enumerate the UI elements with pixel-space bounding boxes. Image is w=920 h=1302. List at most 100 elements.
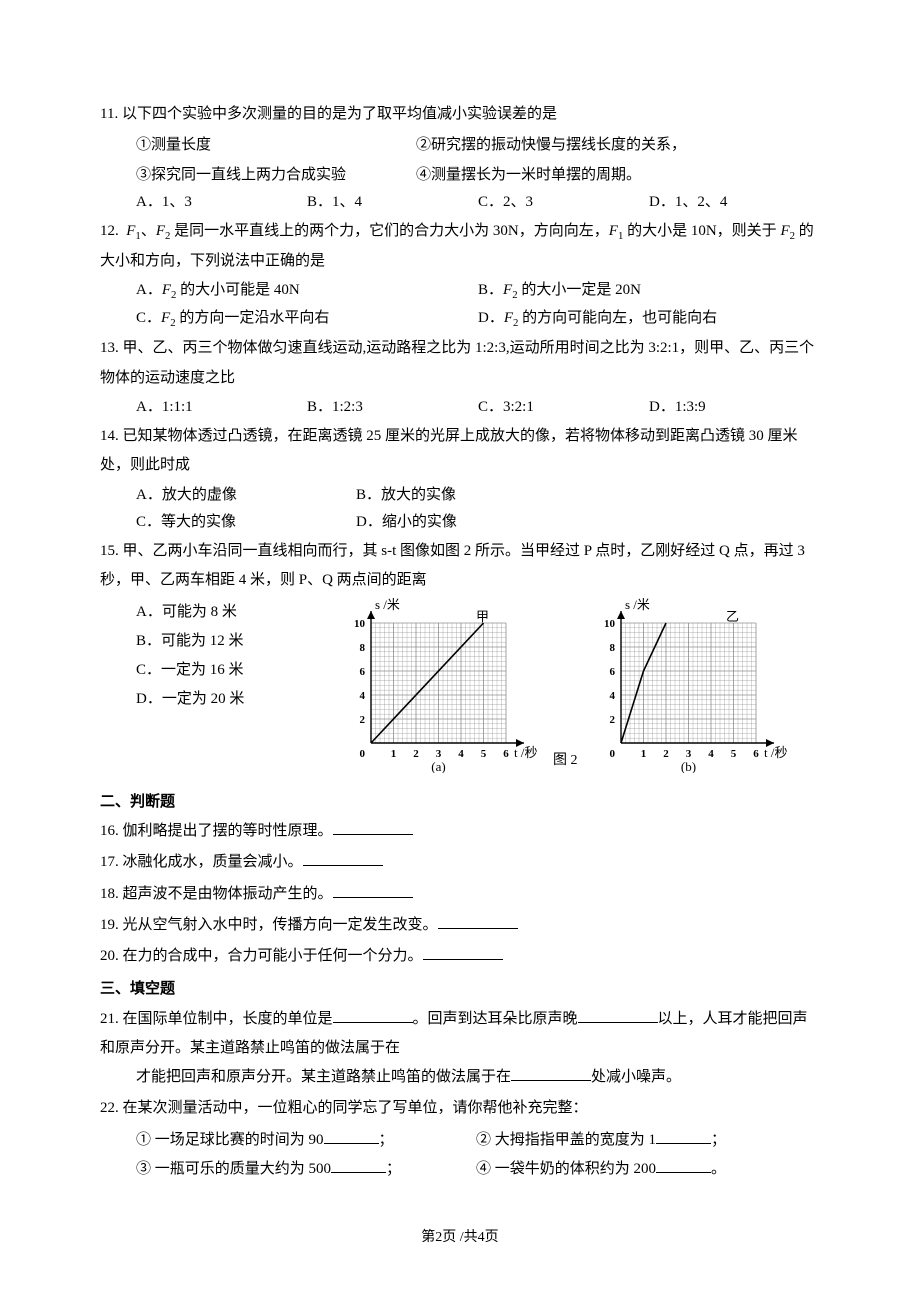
svg-text:0: 0: [360, 748, 366, 760]
svg-text:2: 2: [610, 714, 616, 726]
q12-A: A．F2 的大小可能是 40N: [136, 276, 478, 306]
q13-options: A．1:1:1 B．1:2:3 C．3:2:1 D．1:3:9: [100, 393, 820, 422]
q19: 19. 光从空气射入水中时，传播方向一定发生改变。: [100, 911, 820, 940]
svg-text:5: 5: [481, 748, 487, 760]
blank: [331, 1155, 386, 1173]
q16: 16. 伽利略提出了摆的等时性原理。: [100, 817, 820, 846]
svg-text:2: 2: [360, 714, 366, 726]
q22-4: ④ 一袋牛奶的体积约为 200。: [476, 1155, 726, 1184]
svg-text:乙: 乙: [726, 609, 739, 624]
q12-options-row1: A．F2 的大小可能是 40N B．F2 的大小一定是 20N: [100, 276, 820, 306]
q15-stem: 15. 甲、乙两小车沿同一直线相向而行，其 s-t 图像如图 2 所示。当甲经过…: [100, 537, 820, 596]
svg-text:6: 6: [360, 666, 366, 678]
svg-text:6: 6: [503, 748, 509, 760]
svg-text:4: 4: [708, 748, 714, 760]
q15-body: A．可能为 8 米 B．可能为 12 米 C．一定为 16 米 D．一定为 20…: [100, 598, 820, 784]
svg-text:s /米: s /米: [625, 598, 650, 612]
q20: 20. 在力的合成中，合力可能小于任何一个分力。: [100, 942, 820, 971]
q15-A: A．可能为 8 米: [136, 598, 306, 627]
q12-D: D．F2 的方向可能向左，也可能向右: [478, 304, 820, 334]
page-footer: 第2页 /共4页: [100, 1224, 820, 1251]
q13-D: D．1:3:9: [649, 393, 820, 422]
q15-D: D．一定为 20 米: [136, 685, 306, 714]
q11-options: A．1、3 B．1、4 C．2、3 D．1、2、4: [100, 188, 820, 217]
blank: [303, 849, 383, 867]
svg-text:0: 0: [610, 748, 616, 760]
blank: [656, 1126, 711, 1144]
svg-text:6: 6: [753, 748, 759, 760]
q11-s1: ①测量长度: [136, 131, 416, 160]
q22-stem: 22. 在某次测量活动中，一位粗心的同学忘了写单位，请你帮他补充完整：: [100, 1094, 820, 1123]
svg-text:t /秒: t /秒: [764, 745, 787, 760]
q11-A: A．1、3: [136, 188, 307, 217]
q21: 21. 在国际单位制中，长度的单位是。回声到达耳朵比原声晚以上，人耳才能把回声和…: [100, 1005, 820, 1093]
q12-stem: 12. F1、F2 是同一水平直线上的两个力，它们的合力大小为 30N，方向向左…: [100, 217, 820, 276]
q13-B: B．1:2:3: [307, 393, 478, 422]
svg-text:4: 4: [458, 748, 464, 760]
q11-s4: ④测量摆长为一米时单摆的周期。: [416, 161, 641, 190]
svg-text:4: 4: [610, 690, 616, 702]
q22-1: ① 一场足球比赛的时间为 90；: [136, 1126, 476, 1155]
page: 11. 以下四个实验中多次测量的目的是为了取平均值减小实验误差的是 ①测量长度 …: [0, 0, 920, 1301]
svg-text:(a): (a): [431, 759, 445, 773]
q11-B: B．1、4: [307, 188, 478, 217]
blank: [333, 1005, 413, 1023]
q22-subs: ① 一场足球比赛的时间为 90； ② 大拇指指甲盖的宽度为 1； ③ 一瓶可乐的…: [100, 1126, 820, 1185]
q22-2: ② 大拇指指甲盖的宽度为 1；: [476, 1126, 726, 1155]
q11-D: D．1、2、4: [649, 188, 820, 217]
q11-s3: ③探究同一直线上两力合成实验: [136, 161, 416, 190]
blank: [333, 880, 413, 898]
blank: [656, 1155, 711, 1173]
svg-text:8: 8: [360, 642, 366, 654]
svg-text:1: 1: [391, 748, 397, 760]
svg-text:6: 6: [610, 666, 616, 678]
q14-options-row2: C．等大的实像 D．缩小的实像: [100, 508, 820, 537]
q13-C: C．3:2:1: [478, 393, 649, 422]
chart-a: 1234562468100s /米t /秒甲(a): [333, 598, 543, 784]
blank: [511, 1064, 591, 1082]
q12-B: B．F2 的大小一定是 20N: [478, 276, 820, 306]
q13-stem: 13. 甲、乙、丙三个物体做匀速直线运动,运动路程之比为 1:2:3,运动所用时…: [100, 334, 820, 393]
q14-B: B．放大的实像: [356, 481, 456, 510]
q18: 18. 超声波不是由物体振动产生的。: [100, 880, 820, 909]
blank: [578, 1005, 658, 1023]
svg-text:t /秒: t /秒: [514, 745, 537, 760]
q11-stem: 11. 以下四个实验中多次测量的目的是为了取平均值减小实验误差的是: [100, 100, 820, 129]
blank: [324, 1126, 379, 1144]
q17: 17. 冰融化成水，质量会减小。: [100, 848, 820, 877]
svg-text:10: 10: [354, 618, 366, 630]
q14-A: A．放大的虚像: [136, 481, 356, 510]
q15-B: B．可能为 12 米: [136, 627, 306, 656]
q14-options-row1: A．放大的虚像 B．放大的实像: [100, 481, 820, 510]
section-2-heading: 二、判断题: [100, 788, 820, 817]
svg-text:甲: 甲: [476, 609, 489, 624]
q13-A: A．1:1:1: [136, 393, 307, 422]
q11-C: C．2、3: [478, 188, 649, 217]
q12-C: C．F2 的方向一定沿水平向右: [136, 304, 478, 334]
q12-options-row2: C．F2 的方向一定沿水平向右 D．F2 的方向可能向左，也可能向右: [100, 304, 820, 334]
q11-s2: ②研究摆的振动快慢与摆线长度的关系，: [416, 131, 686, 160]
section-3-heading: 三、填空题: [100, 975, 820, 1004]
blank: [423, 943, 503, 961]
svg-text:10: 10: [604, 618, 616, 630]
svg-text:s /米: s /米: [375, 598, 400, 612]
figure-label: 图 2: [553, 747, 578, 774]
q15-C: C．一定为 16 米: [136, 656, 306, 685]
q11-subs: ①测量长度 ②研究摆的振动快慢与摆线长度的关系， ③探究同一直线上两力合成实验 …: [100, 131, 820, 190]
q22-3: ③ 一瓶可乐的质量大约为 500；: [136, 1155, 476, 1184]
svg-text:2: 2: [413, 748, 419, 760]
q15-charts: 1234562468100s /米t /秒甲(a) 图 2 1234562468…: [306, 598, 820, 784]
q15-options: A．可能为 8 米 B．可能为 12 米 C．一定为 16 米 D．一定为 20…: [100, 598, 306, 715]
svg-text:5: 5: [731, 748, 737, 760]
blank: [438, 911, 518, 929]
svg-text:8: 8: [610, 642, 616, 654]
svg-text:4: 4: [360, 690, 366, 702]
svg-text:1: 1: [641, 748, 647, 760]
q14-stem: 14. 已知某物体透过凸透镜，在距离透镜 25 厘米的光屏上成放大的像，若将物体…: [100, 422, 820, 481]
svg-text:2: 2: [663, 748, 669, 760]
svg-text:(b): (b): [681, 759, 696, 773]
chart-b: 图 2 1234562468100s /米t /秒乙(b): [583, 598, 793, 784]
blank: [333, 818, 413, 836]
q14-D: D．缩小的实像: [356, 508, 457, 537]
q14-C: C．等大的实像: [136, 508, 356, 537]
